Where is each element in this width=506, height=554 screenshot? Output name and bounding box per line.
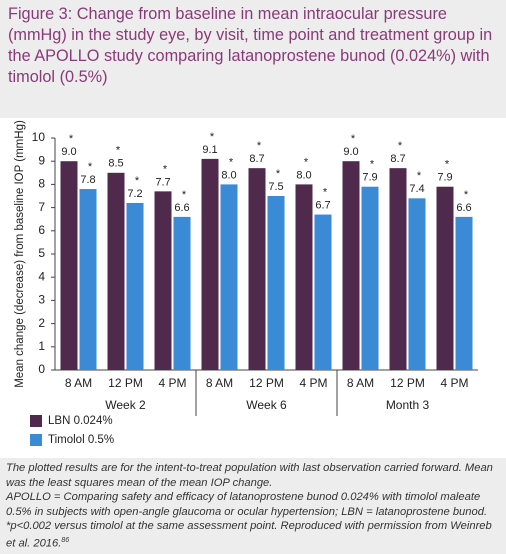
y-tick-label: 9 (38, 153, 45, 167)
bar (79, 189, 97, 370)
value-label: 9.0 (343, 146, 358, 158)
y-tick-label: 5 (38, 246, 45, 260)
value-label: 8.7 (249, 153, 264, 165)
x-tick-label: 4 PM (299, 376, 327, 390)
value-label: 8.5 (108, 158, 123, 170)
group-label: Week 2 (105, 398, 146, 412)
significance-marker: * (351, 133, 356, 145)
significance-marker: * (323, 186, 328, 198)
value-label: 6.7 (315, 199, 330, 211)
significance-marker: * (276, 168, 281, 180)
y-axis-label: Mean change (decrease) from baseline IOP… (14, 120, 26, 388)
chart-title: Figure 3: Change from baseline in mean i… (8, 5, 493, 86)
reference: 86 (61, 536, 70, 544)
bar (201, 158, 219, 370)
value-label: 7.8 (80, 174, 95, 186)
bar (220, 184, 238, 370)
bar (408, 198, 426, 370)
footnote: The plotted results are for the intent-t… (6, 461, 502, 551)
legend-label: LBN 0.024% (48, 415, 113, 427)
note: APOLLO = Comparing safety and efficacy o… (6, 490, 502, 551)
x-tick-label: 4 PM (440, 376, 468, 390)
note-text: APOLLO = Comparing safety and efficacy o… (6, 491, 492, 550)
value-label: 8.0 (221, 169, 236, 181)
bar (126, 202, 144, 370)
significance-marker: * (163, 163, 168, 175)
value-label: 7.5 (268, 181, 283, 193)
bar (173, 216, 191, 370)
significance-marker: * (464, 189, 469, 201)
significance-marker: * (135, 175, 140, 187)
x-tick-label: 12 PM (390, 376, 425, 390)
bar (455, 216, 473, 370)
significance-marker: * (370, 159, 375, 171)
value-label: 6.6 (456, 202, 471, 214)
bar (60, 161, 78, 370)
significance-marker: * (398, 140, 403, 152)
x-tick-label: 4 PM (158, 376, 186, 390)
x-tick-label: 8 AM (65, 376, 92, 390)
legend-swatch (30, 415, 42, 427)
y-tick-label: 2 (38, 316, 45, 330)
significance-marker: * (304, 156, 309, 168)
value-label: 7.2 (127, 188, 142, 200)
legend-label: Timolol 0.5% (48, 434, 114, 446)
y-tick-label: 7 (38, 200, 45, 214)
group-label: Month 3 (386, 398, 430, 412)
bar (107, 172, 125, 370)
bar (436, 186, 454, 370)
significance-marker: * (417, 170, 422, 182)
y-tick-label: 3 (38, 293, 45, 307)
significance-marker: * (88, 161, 93, 173)
value-label: 7.4 (409, 183, 424, 195)
y-tick-label: 10 (32, 130, 46, 144)
y-tick-label: 1 (38, 339, 45, 353)
significance-marker: * (210, 131, 215, 143)
significance-marker: * (445, 159, 450, 171)
y-tick-label: 6 (38, 223, 45, 237)
value-label: 8.7 (390, 153, 405, 165)
bar (248, 168, 266, 370)
value-label: 7.7 (155, 176, 170, 188)
bar (267, 196, 285, 370)
significance-marker: * (69, 133, 74, 145)
value-label: 6.6 (174, 202, 189, 214)
bar (314, 214, 332, 370)
x-tick-label: 8 AM (347, 376, 374, 390)
bar (361, 186, 379, 370)
y-tick-label: 4 (38, 269, 45, 283)
x-tick-label: 12 PM (108, 376, 143, 390)
group-label: Week 6 (246, 398, 287, 412)
significance-marker: * (257, 140, 262, 152)
bar (342, 161, 360, 370)
x-tick-label: 12 PM (249, 376, 284, 390)
bar (154, 191, 172, 370)
value-label: 9.0 (61, 146, 76, 158)
note: The plotted results are for the intent-t… (6, 462, 493, 489)
y-tick-label: 8 (38, 177, 45, 191)
x-tick-label: 8 AM (206, 376, 233, 390)
y-tick-label: 0 (38, 362, 45, 376)
value-label: 9.1 (202, 144, 217, 156)
legend-swatch (30, 434, 42, 446)
significance-marker: * (116, 145, 121, 157)
chart: Mean change (decrease) from baseline IOP… (0, 118, 506, 458)
value-label: 7.9 (362, 172, 377, 184)
bar (389, 168, 407, 370)
value-label: 8.0 (296, 169, 311, 181)
significance-marker: * (229, 156, 234, 168)
value-label: 7.9 (437, 172, 452, 184)
bar (295, 184, 313, 370)
significance-marker: * (182, 189, 187, 201)
